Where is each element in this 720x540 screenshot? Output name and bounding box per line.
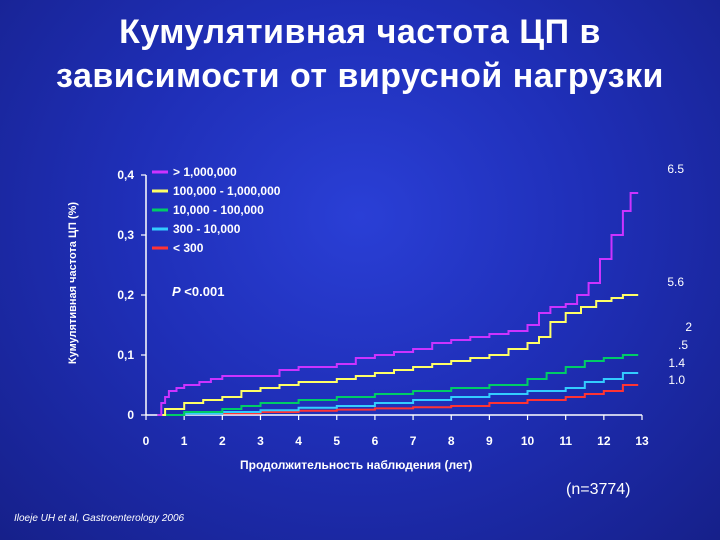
- series-line: [157, 192, 639, 416]
- x-axis-label: Продолжительность наблюдения (лет): [240, 458, 473, 472]
- p-value-annotation: P <0.001: [172, 284, 224, 299]
- end-label-second: 5.6: [667, 275, 684, 289]
- x-tick-label: 8: [448, 434, 455, 448]
- x-tick-label: 0: [143, 434, 150, 448]
- citation: Iloeje UH et al, Gastroenterology 2006: [14, 513, 185, 524]
- p-value-text: <0.001: [184, 284, 225, 299]
- y-tick-label: 0,4: [117, 168, 134, 182]
- p-value-symbol: P: [172, 284, 181, 299]
- legend-label: 300 - 10,000: [173, 222, 241, 236]
- end-label-third: 2: [685, 320, 692, 334]
- y-tick-label: 0: [127, 408, 134, 422]
- y-tick-label: 0,3: [117, 228, 134, 242]
- series-line: [157, 384, 639, 416]
- x-tick-label: 12: [597, 434, 611, 448]
- title-line-2: зависимости от вирусной нагрузки: [56, 57, 664, 95]
- x-tick-label: 3: [257, 434, 264, 448]
- x-tick-label: 4: [295, 434, 302, 448]
- series-line: [157, 372, 639, 416]
- x-tick-label: 5: [333, 434, 340, 448]
- y-tick-label: 0,1: [117, 348, 134, 362]
- legend-label: 100,000 - 1,000,000: [173, 184, 281, 198]
- series-line: [157, 294, 639, 416]
- x-tick-label: 10: [521, 434, 535, 448]
- end-label-third-b: .5: [677, 338, 688, 352]
- legend-label: < 300: [173, 241, 204, 255]
- y-axis-label: Кумулятивная частота ЦП (%): [67, 201, 79, 365]
- x-tick-label: 1: [181, 434, 188, 448]
- x-tick-label: 9: [486, 434, 493, 448]
- x-tick-label: 7: [410, 434, 417, 448]
- sample-size-label: (n=3774): [566, 481, 631, 498]
- title-line-1: Кумулятивная частота ЦП в: [119, 13, 601, 51]
- series-line: [157, 354, 639, 416]
- x-tick-label: 6: [372, 434, 379, 448]
- end-label-fourth: 1.4: [668, 356, 685, 370]
- x-tick-label: 13: [635, 434, 649, 448]
- legend-label: > 1,000,000: [173, 165, 237, 179]
- chart-series: [157, 192, 639, 416]
- slide-title: Кумулятивная частота ЦП в зависимости от…: [0, 10, 720, 98]
- end-label-top: 6.5: [667, 162, 684, 176]
- chart-legend: > 1,000,000 100,000 - 1,000,000 10,000 - 1…: [152, 165, 281, 255]
- end-label-fifth: 1.0: [668, 373, 685, 387]
- x-tick-label: 2: [219, 434, 226, 448]
- legend-label: 10,000 - 100,000: [173, 203, 264, 217]
- x-tick-label: 11: [559, 434, 572, 448]
- y-tick-label: 0,2: [117, 288, 134, 302]
